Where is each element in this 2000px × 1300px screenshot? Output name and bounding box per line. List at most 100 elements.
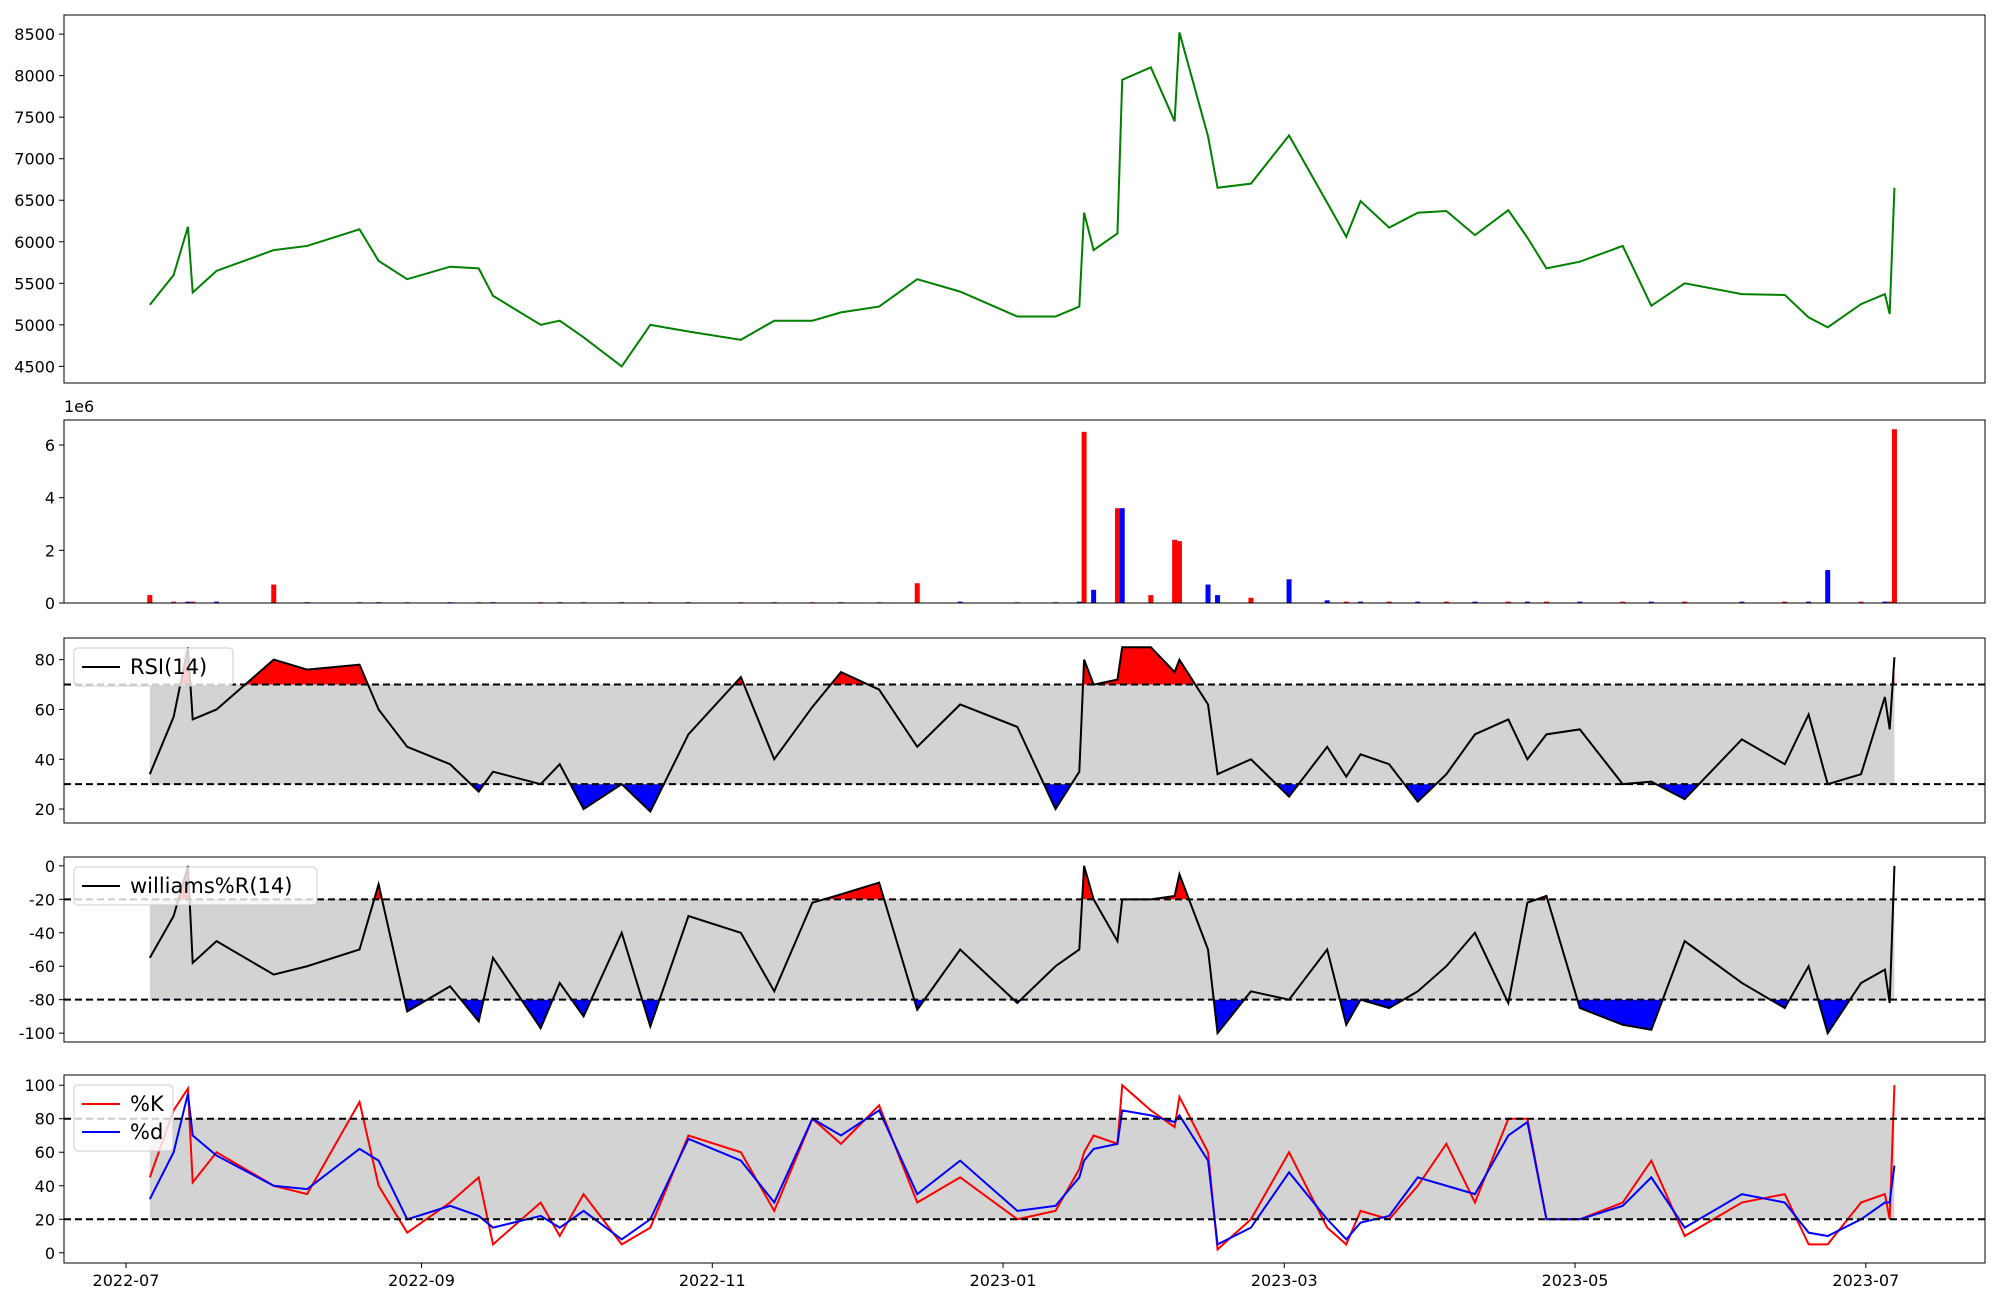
volume-bar xyxy=(1286,579,1292,603)
y-tick-label: 7000 xyxy=(14,150,55,169)
series-line xyxy=(148,1093,1896,1246)
volume-bar xyxy=(1620,601,1626,603)
y-tick-label: -100 xyxy=(19,1024,55,1043)
volume-bar xyxy=(1358,601,1364,603)
axes-frame xyxy=(63,856,1986,1043)
volume-bar xyxy=(1148,595,1154,603)
y-tick-label: -40 xyxy=(29,924,55,943)
volume-bar xyxy=(1324,600,1330,603)
y-tick-label: 0 xyxy=(45,594,55,613)
y-tick-label: 40 xyxy=(35,1177,55,1196)
y-tick-label: 20 xyxy=(35,800,55,819)
series-line xyxy=(148,646,1896,814)
volume-bar xyxy=(957,601,963,603)
offset-label: 1e6 xyxy=(64,397,94,416)
legend-label: williams%R(14) xyxy=(130,874,292,898)
x-tick-label: 2023-01 xyxy=(970,1271,1037,1290)
series-line xyxy=(149,32,1896,368)
volume-bar xyxy=(1081,431,1087,603)
panel: 20 40 60 80 RSI(14) xyxy=(35,637,1986,824)
axes-frame xyxy=(63,1074,1986,1264)
y-tick-label: 80 xyxy=(35,651,55,670)
level-band xyxy=(149,899,1895,1000)
volume-bar xyxy=(1782,601,1788,603)
y-tick-label: 100 xyxy=(24,1076,55,1095)
volume-bar xyxy=(1386,601,1392,603)
panel: -100 -80 -60 -40 -20 0 williams%R(14) xyxy=(19,856,1986,1043)
volume-bar xyxy=(1505,601,1511,603)
panel: 0 2 4 6 1e6 xyxy=(45,397,1986,613)
volume-bar xyxy=(1891,429,1897,603)
overbought-fill xyxy=(149,647,1895,685)
volume-bar xyxy=(271,584,277,603)
level-band xyxy=(149,684,1895,785)
y-tick-label: 80 xyxy=(35,1110,55,1129)
y-tick-label: 6500 xyxy=(14,191,55,210)
y-tick-label: 7500 xyxy=(14,108,55,127)
volume-bar xyxy=(1415,601,1421,603)
x-tick-label: 2023-03 xyxy=(1251,1271,1318,1290)
volume-bar xyxy=(1205,584,1211,603)
x-tick-label: 2022-07 xyxy=(93,1271,160,1290)
y-tick-label: 0 xyxy=(45,1244,55,1263)
oversold-fill xyxy=(149,784,1895,812)
axes-frame xyxy=(63,637,1986,824)
volume-bar xyxy=(1648,601,1654,603)
volume-bar xyxy=(1076,601,1082,603)
volume-bar xyxy=(1176,541,1182,603)
volume-bar xyxy=(1543,601,1549,603)
series-line xyxy=(148,865,1896,1036)
volume-bar xyxy=(914,583,920,603)
volume-bar xyxy=(1577,601,1583,603)
volume-bar xyxy=(1215,595,1221,603)
legend-box xyxy=(73,1084,174,1152)
y-tick-label: 6000 xyxy=(14,233,55,252)
series-line xyxy=(148,1083,1896,1252)
volume-bar xyxy=(1443,601,1449,603)
y-tick-label: 5500 xyxy=(14,274,55,293)
panel: 0 20 40 60 80 100 2022-07 2022-09 2022-11 2023-01… xyxy=(24,1074,1986,1290)
y-tick-label: 8000 xyxy=(14,67,55,86)
y-tick-label: -80 xyxy=(29,991,55,1010)
volume-bar xyxy=(1825,570,1831,603)
legend-label: %d xyxy=(130,1120,163,1144)
x-tick-label: 2023-05 xyxy=(1542,1271,1609,1290)
volume-bar xyxy=(185,601,191,603)
x-tick-label: 2022-11 xyxy=(679,1271,746,1290)
x-tick-label: 2022-09 xyxy=(388,1271,455,1290)
y-tick-label: 4500 xyxy=(14,357,55,376)
volume-bar xyxy=(1091,589,1097,603)
volume-bar xyxy=(1248,597,1254,603)
axes-frame xyxy=(63,14,1986,384)
level-band xyxy=(149,1118,1895,1220)
y-tick-label: 6 xyxy=(45,436,55,455)
volume-bar xyxy=(1172,539,1178,603)
x-tick-label: 2023-07 xyxy=(1832,1271,1899,1290)
y-tick-label: -60 xyxy=(29,957,55,976)
y-tick-label: 8500 xyxy=(14,25,55,44)
y-tick-label: 2 xyxy=(45,541,55,560)
panel: 4500 5000 5500 6000 6500 7000 7500 8000 8500 xyxy=(14,14,1986,384)
volume-bar xyxy=(147,595,153,603)
volume-bar xyxy=(1119,508,1125,603)
y-tick-label: 40 xyxy=(35,750,55,769)
volume-bar xyxy=(190,601,196,603)
y-tick-label: 5000 xyxy=(14,316,55,335)
volume-bar xyxy=(1472,601,1478,603)
volume-bar xyxy=(1524,601,1530,603)
legend-box xyxy=(73,866,318,906)
volume-bar xyxy=(214,601,220,603)
legend-box xyxy=(73,647,234,687)
axes-frame xyxy=(63,419,1986,604)
volume-bar xyxy=(1114,508,1120,603)
volume-bar xyxy=(1739,601,1745,603)
y-tick-label: -20 xyxy=(29,890,55,909)
volume-bar xyxy=(1858,601,1864,603)
volume-bar xyxy=(1882,601,1888,603)
legend-label: %K xyxy=(130,1092,165,1116)
y-tick-label: 60 xyxy=(35,1143,55,1162)
volume-bar xyxy=(1806,601,1812,603)
legend-label: RSI(14) xyxy=(130,655,207,679)
volume-bar xyxy=(1682,601,1688,603)
